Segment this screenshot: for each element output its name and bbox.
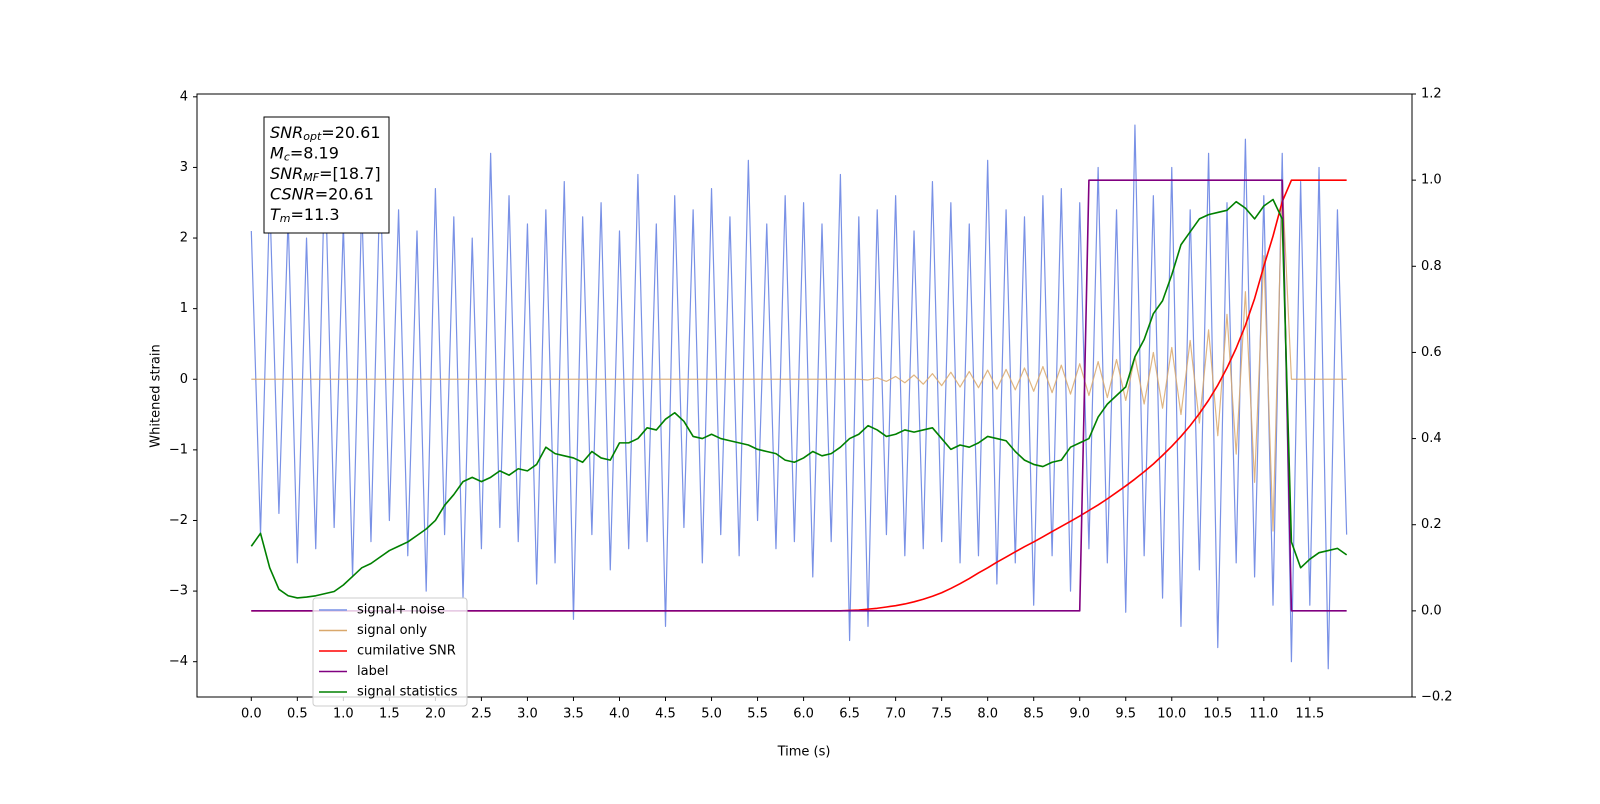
x-tick-label: 0.0 (241, 707, 262, 722)
annotation-text: Tm=11.3 (270, 205, 340, 226)
annotation-rest: =20.61 (321, 123, 380, 142)
y-tick-label: −1 (169, 442, 188, 457)
x-tick-label: 7.0 (885, 707, 906, 722)
x-tick-label: 8.0 (977, 707, 998, 722)
legend-label: signal only (357, 623, 427, 638)
y2-tick-label: 0.6 (1421, 345, 1442, 360)
y2-tick-label: 1.2 (1421, 87, 1442, 102)
x-tick-label: 6.5 (839, 707, 860, 722)
x-tick-label: 1.5 (379, 707, 400, 722)
x-tick-label: 5.0 (701, 707, 722, 722)
annotation-rest: =20.61 (315, 184, 374, 203)
annotation-sub: c (284, 151, 290, 164)
annotation-base: SNR (270, 123, 303, 142)
legend-frame (312, 597, 468, 707)
x-tick-label: 3.5 (563, 707, 584, 722)
y-tick-label: 3 (180, 160, 188, 175)
annotation-text: SNRopt=20.61 (270, 123, 381, 144)
y2-tick-label: 1.0 (1421, 173, 1442, 188)
y-tick-label: 4 (180, 89, 188, 104)
annotation-text: Mc=8.19 (270, 143, 339, 164)
series-line (250, 124, 1348, 670)
legend-label: cumilative SNR (357, 644, 456, 659)
x-tick-label: 1.0 (333, 707, 354, 722)
x-tick-label: 0.5 (287, 707, 308, 722)
y2-tick-label: 0.0 (1421, 603, 1442, 618)
x-tick-label: 4.5 (655, 707, 676, 722)
legend-label: signal+ noise (357, 603, 445, 618)
annotation-base: SNR (270, 164, 303, 183)
x-tick-label: 5.5 (747, 707, 768, 722)
x-tick-label: 3.0 (517, 707, 538, 722)
annotation-base: M (270, 143, 284, 162)
series-line (251, 180, 1347, 532)
annotation-sub: MF (303, 171, 319, 184)
annotation-base: T (270, 205, 281, 224)
x-tick-label: 10.5 (1203, 707, 1232, 722)
x-tick-label: 8.5 (1023, 707, 1044, 722)
x-tick-label: 11.5 (1295, 707, 1324, 722)
annotation-rest: =8.19 (290, 143, 339, 162)
y-tick-label: 2 (180, 231, 188, 246)
y2-tick-label: 0.4 (1421, 431, 1442, 446)
y2-tick-label: −0.2 (1421, 690, 1453, 705)
y-tick-label: −2 (169, 513, 188, 528)
legend: signal+ noise signal only cumilative SNR la… (312, 597, 468, 707)
y-tick-label: −4 (169, 654, 188, 669)
x-tick-label: 11.0 (1249, 707, 1278, 722)
plot-frame (196, 93, 1413, 698)
annotation-text: CSNR=20.61 (270, 184, 374, 203)
x-tick-label: 2.0 (425, 707, 446, 722)
x-tick-label: 4.0 (609, 707, 630, 722)
x-tick-label: 6.0 (793, 707, 814, 722)
annotation-base: CSNR (270, 184, 315, 203)
annotation-rest: =11.3 (291, 205, 340, 224)
y-tick-label: −3 (169, 584, 188, 599)
x-tick-label: 9.5 (1115, 707, 1136, 722)
x-tick-label: 2.5 (471, 707, 492, 722)
y-axis-label: Whitened strain (149, 344, 164, 447)
y-tick-label: 1 (180, 301, 188, 316)
legend-label: label (357, 664, 388, 679)
series-line (250, 198, 1348, 599)
x-tick-label: 9.0 (1069, 707, 1090, 722)
annotation-box: SNRopt=20.61Mc=8.19SNRMF=[18.7]CSNR=20.6… (263, 116, 390, 234)
y2-tick-label: 0.2 (1421, 517, 1442, 532)
x-tick-label: 7.5 (931, 707, 952, 722)
legend-label: signal statistics (357, 685, 458, 700)
x-tick-label: 10.0 (1157, 707, 1186, 722)
annotation-rest: =[18.7] (319, 164, 381, 183)
x-axis-label: Time (s) (777, 745, 831, 760)
annotation-sub: m (280, 212, 291, 225)
y2-tick-label: 0.8 (1421, 259, 1442, 274)
annotation-sub: opt (303, 130, 322, 143)
annotation-text: SNRMF=[18.7] (270, 164, 381, 185)
y-tick-label: 0 (180, 372, 188, 387)
annotation-frame (263, 116, 390, 234)
